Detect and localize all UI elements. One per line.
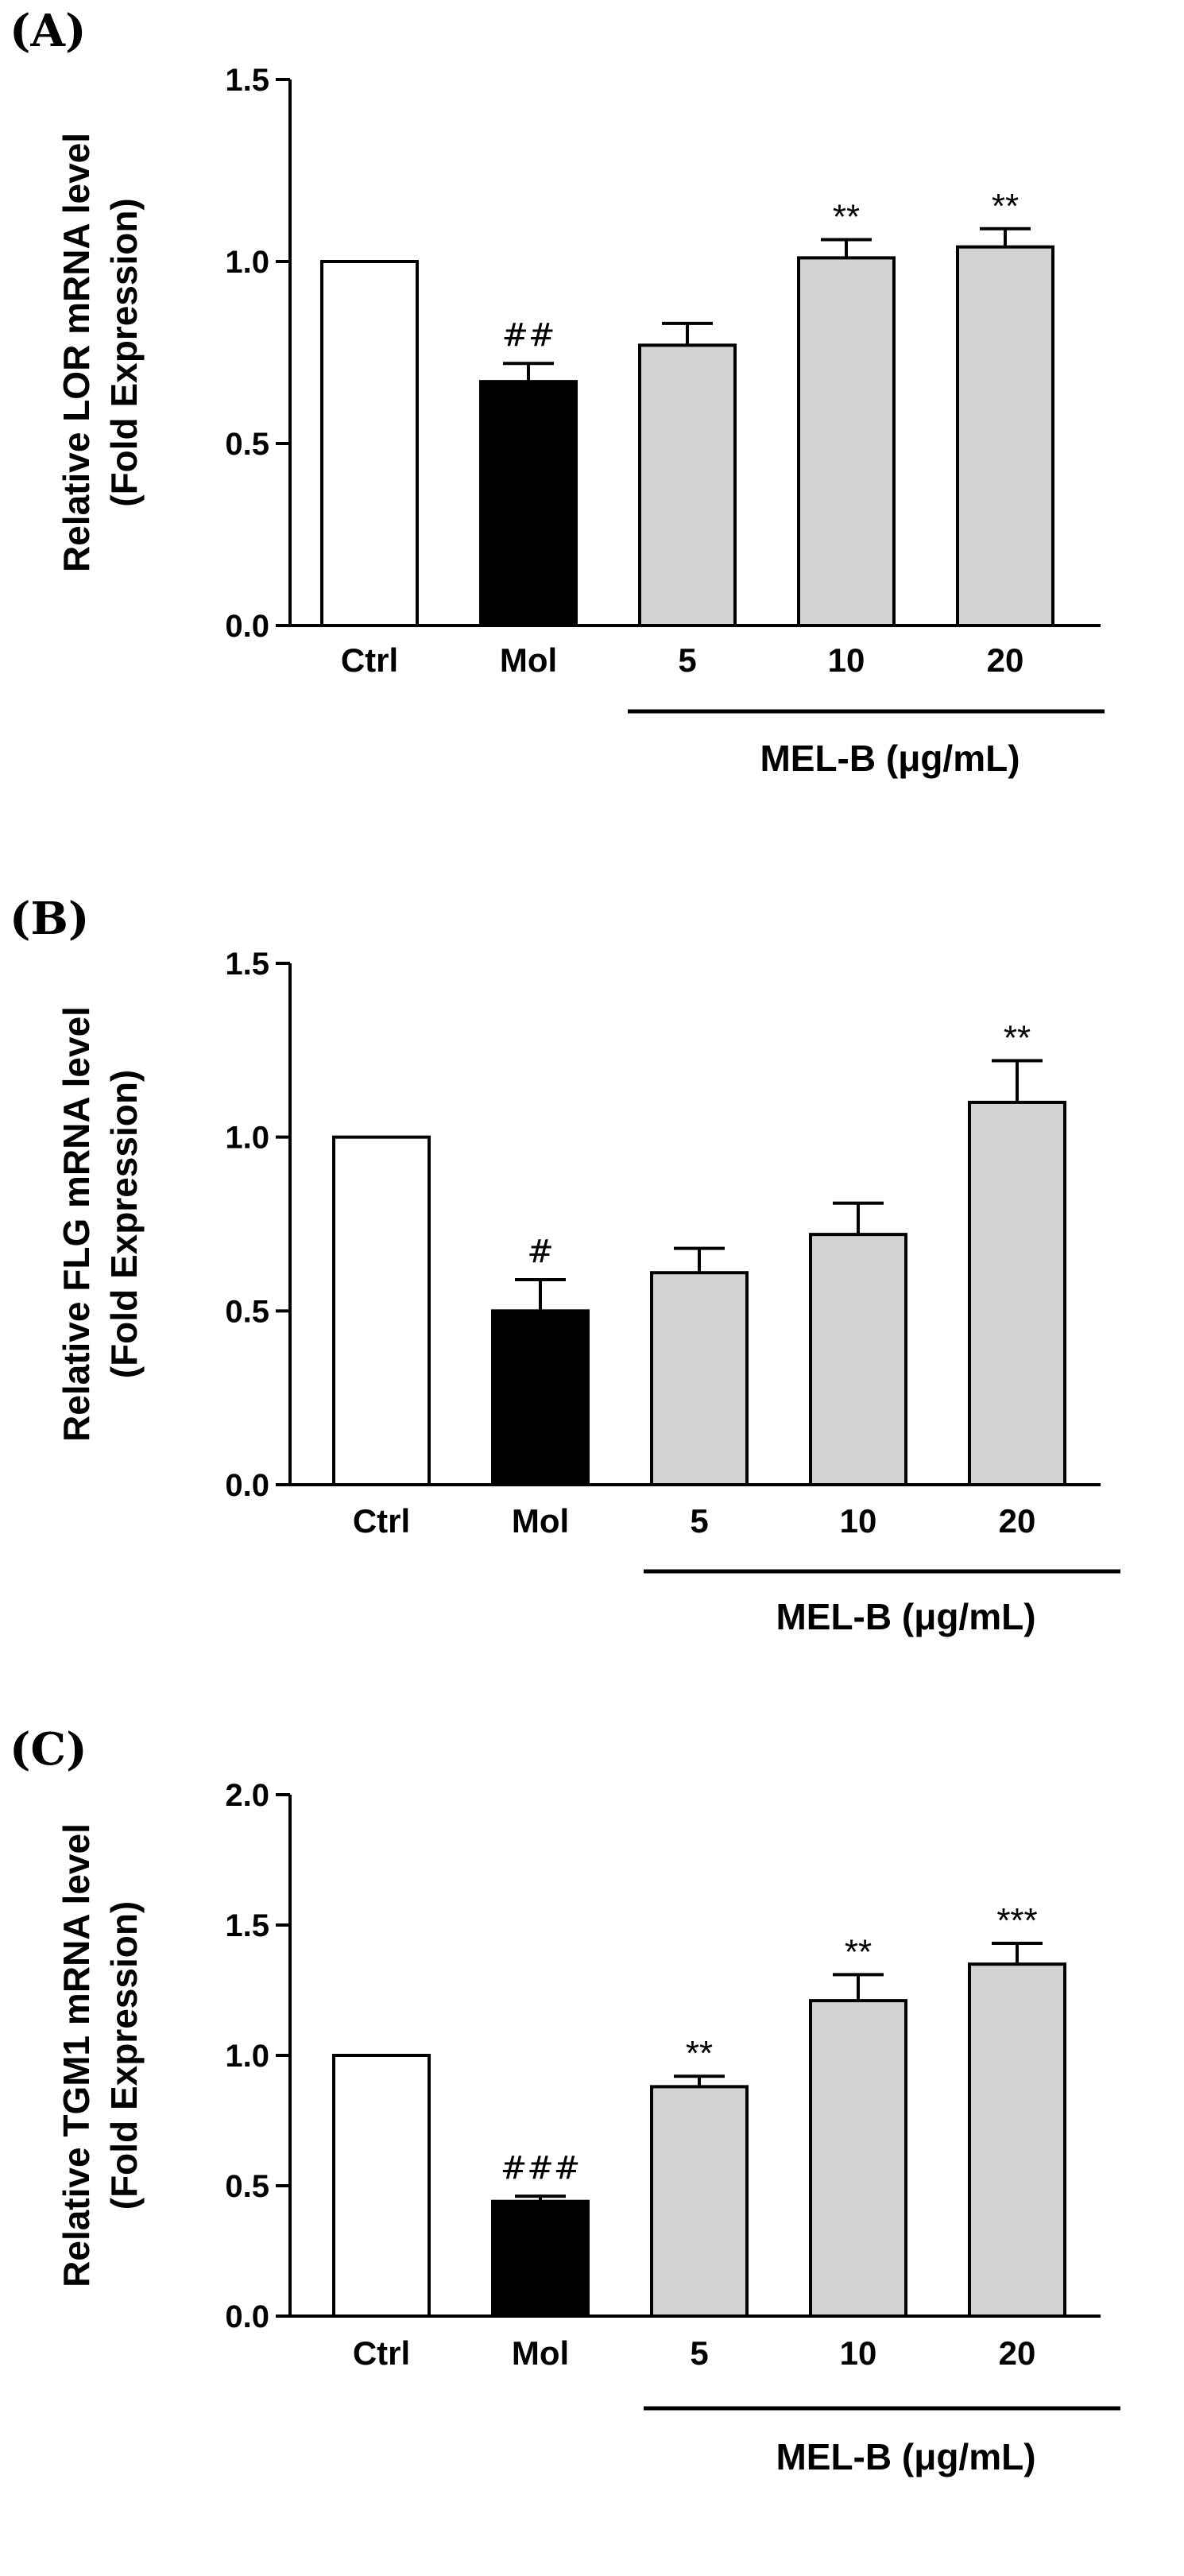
bar-5	[650, 1271, 749, 1487]
y-tick-label: 1.5	[225, 1908, 269, 1943]
y-tick-label: 0.5	[225, 1294, 269, 1329]
chart-panel-c: (C) Relative TGM1 mRNA level (Fold Express…	[10, 1723, 1120, 2477]
panel-label: (B)	[10, 893, 89, 945]
panel-label: (C)	[10, 1723, 87, 1776]
significance-annotation: **	[833, 198, 860, 237]
x-tick-label: 10	[840, 2334, 877, 2372]
x-tick-label: Mol	[512, 2334, 569, 2372]
y-axis-label-sub: (Fold Expression)	[103, 198, 145, 506]
y-tick-label: 0.0	[225, 2299, 269, 2334]
y-axis-label: Relative TGM1 mRNA level	[56, 1823, 97, 2287]
significance-annotation: **	[992, 187, 1019, 226]
panel-label: (A)	[10, 5, 86, 57]
group-label: MEL-B (μg/mL)	[776, 1596, 1035, 1637]
bar-mol	[491, 1309, 590, 1487]
y-axis-label: Relative FLG mRNA level	[56, 1006, 97, 1442]
bar-20	[968, 1962, 1066, 2318]
significance-annotation: ###	[501, 2150, 581, 2187]
chart-panel-b: (B) Relative FLG mRNA level (Fold Expressi…	[10, 893, 1120, 1637]
x-tick-label: 5	[690, 2334, 708, 2372]
bar-5	[638, 343, 737, 627]
bar-ctrl	[332, 2054, 431, 2318]
y-tick-label: 0.5	[225, 2169, 269, 2204]
chart-panel-a: (A) Relative LOR mRNA level (Fold Expressi…	[10, 5, 1105, 779]
bar-10	[809, 1999, 907, 2318]
bar-ctrl	[332, 1135, 431, 1486]
y-axis-label-sub: (Fold Expression)	[103, 1070, 145, 1378]
x-tick-label: Ctrl	[353, 1502, 410, 1540]
x-tick-label: 5	[678, 641, 696, 679]
bar-ctrl	[320, 260, 419, 627]
bar-20	[968, 1100, 1066, 1487]
x-tick-label: 10	[828, 641, 865, 679]
y-tick-label: 1.5	[225, 63, 269, 98]
x-tick-label: 20	[999, 1502, 1036, 1540]
bar-10	[809, 1233, 907, 1486]
y-tick-label: 2.0	[225, 1778, 269, 1813]
bar-mol	[491, 2199, 590, 2318]
y-tick-label: 1.5	[225, 947, 269, 982]
group-label: MEL-B (μg/mL)	[760, 738, 1020, 779]
x-tick-label: 10	[840, 1502, 877, 1540]
x-tick-label: 20	[987, 641, 1024, 679]
y-tick-label: 1.0	[225, 245, 269, 280]
y-tick-label: 0.0	[225, 1468, 269, 1503]
y-axis-label: Relative LOR mRNA level	[56, 133, 97, 572]
x-tick-label: Mol	[500, 641, 557, 679]
x-tick-label: Ctrl	[353, 2334, 410, 2372]
significance-annotation: ##	[501, 317, 555, 354]
bar-5	[650, 2085, 749, 2318]
y-tick-label: 0.0	[225, 609, 269, 644]
significance-annotation: **	[845, 1932, 872, 1971]
x-tick-label: 20	[999, 2334, 1036, 2372]
x-tick-label: 5	[690, 1502, 708, 1540]
significance-annotation: **	[686, 2034, 713, 2073]
significance-annotation: **	[1004, 1018, 1031, 1057]
x-tick-label: Mol	[512, 1502, 569, 1540]
y-tick-label: 0.5	[225, 427, 269, 462]
bar-mol	[479, 380, 578, 627]
y-tick-label: 1.0	[225, 2039, 269, 2074]
bar-10	[797, 256, 896, 627]
y-tick-label: 1.0	[225, 1121, 269, 1156]
y-axis-label-sub: (Fold Expression)	[103, 1901, 145, 2210]
bar-20	[956, 245, 1054, 627]
significance-annotation: #	[527, 1234, 554, 1270]
group-label: MEL-B (μg/mL)	[776, 2436, 1035, 2477]
significance-annotation: ***	[996, 1901, 1037, 1940]
x-tick-label: Ctrl	[341, 641, 398, 679]
